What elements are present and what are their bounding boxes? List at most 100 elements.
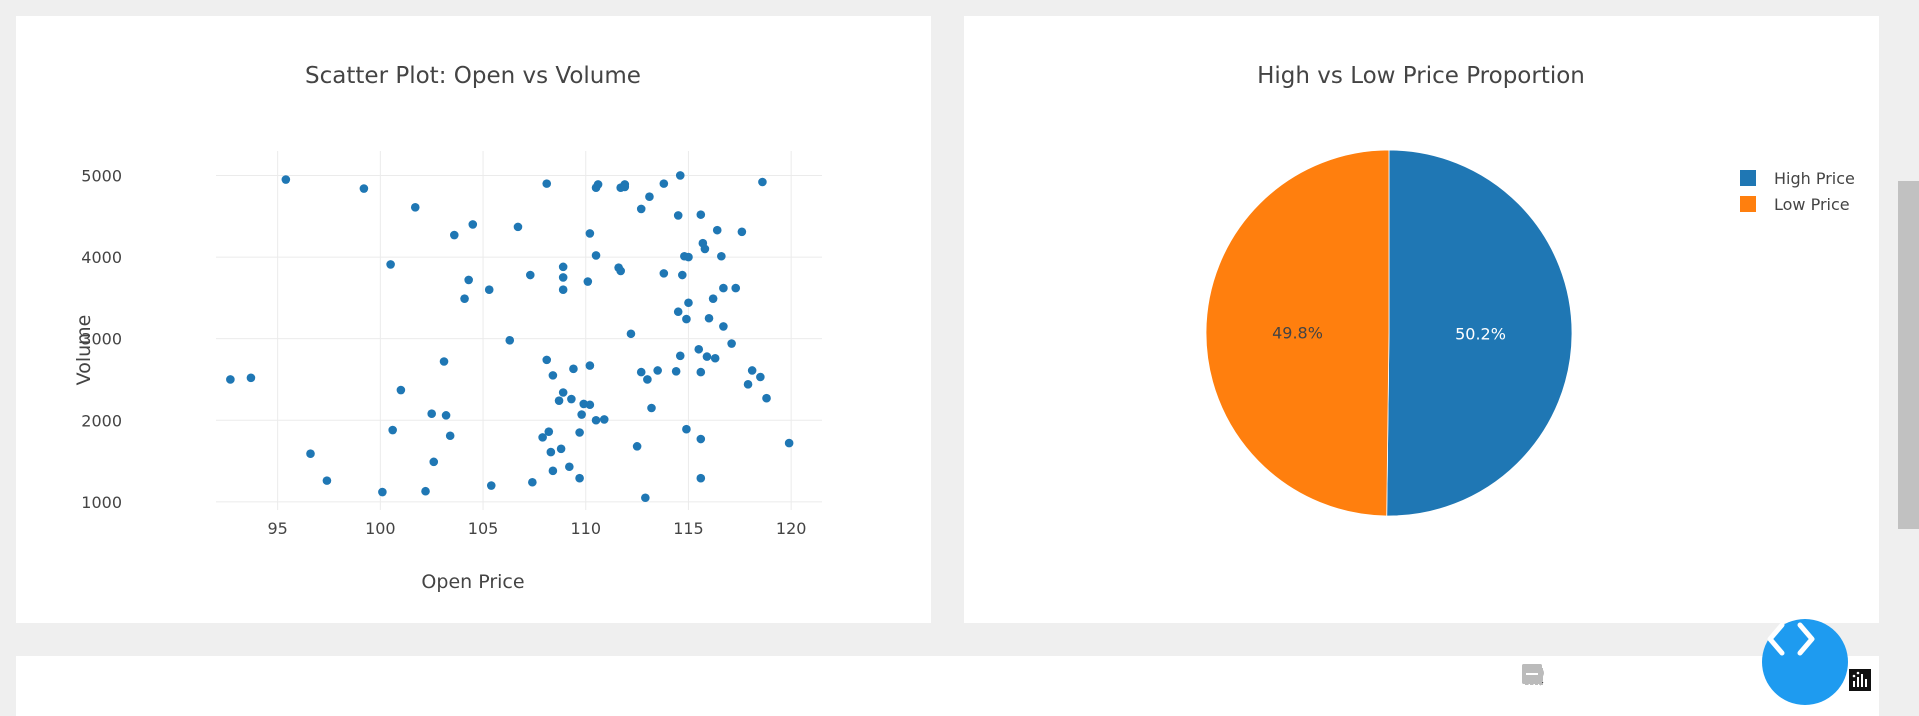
scatter-point[interactable]	[727, 339, 736, 348]
scatter-point[interactable]	[410, 202, 420, 212]
box-select-icon[interactable]	[1523, 664, 1658, 694]
scatter-point[interactable]	[542, 179, 552, 188]
scatter-point[interactable]	[558, 273, 568, 282]
scatter-point[interactable]	[427, 409, 436, 419]
scatter-point[interactable]	[731, 283, 741, 293]
scatter-point[interactable]	[758, 177, 767, 187]
scatter-point[interactable]	[585, 400, 595, 410]
scatter-point[interactable]	[694, 344, 704, 354]
scatter-point[interactable]	[653, 366, 662, 375]
scatter-point[interactable]	[359, 184, 369, 193]
scatter-point[interactable]	[542, 355, 552, 365]
scatter-point[interactable]	[682, 314, 691, 324]
scatter-point[interactable]	[673, 307, 683, 317]
scatter-point[interactable]	[673, 211, 683, 220]
scatter-point[interactable]	[593, 180, 603, 189]
scatter-point[interactable]	[684, 252, 693, 262]
scatter-point[interactable]	[439, 357, 449, 366]
scatter-point[interactable]	[281, 175, 291, 184]
zoom-out-icon[interactable]	[1522, 664, 1766, 694]
scatter-point[interactable]	[585, 361, 595, 370]
legend-swatch[interactable]	[1740, 196, 1756, 212]
scatter-point[interactable]	[620, 182, 630, 192]
scatter-point[interactable]	[449, 230, 459, 240]
scrollbar[interactable]	[1898, 181, 1919, 529]
scatter-point[interactable]	[306, 449, 315, 459]
lasso-icon[interactable]	[1524, 664, 1690, 694]
scatter-point[interactable]	[682, 424, 691, 434]
scatter-point[interactable]	[719, 283, 728, 293]
scatter-point[interactable]	[544, 427, 554, 436]
scatter-point[interactable]	[464, 275, 473, 285]
pie-slice[interactable]	[1205, 149, 1390, 517]
scatter-point[interactable]	[708, 294, 718, 303]
scatter-point[interactable]	[441, 411, 451, 420]
scatter-point[interactable]	[747, 366, 757, 375]
scatter-point[interactable]	[659, 269, 669, 278]
scatter-point[interactable]	[696, 210, 706, 219]
plotly-logo-icon[interactable]	[1849, 669, 1871, 691]
pie-chart[interactable]: High vs Low Price Proportion 50.2%49.8% …	[964, 16, 1879, 623]
scatter-point[interactable]	[717, 251, 726, 261]
scatter-point[interactable]	[548, 371, 558, 380]
legend-swatch[interactable]	[1740, 170, 1756, 186]
scatter-point[interactable]	[626, 329, 636, 339]
scatter-point[interactable]	[513, 222, 523, 232]
scatter-point[interactable]	[569, 364, 578, 374]
scatter-point[interactable]	[599, 415, 609, 424]
scatter-point[interactable]	[675, 351, 685, 361]
scatter-point[interactable]	[378, 487, 387, 497]
zoom-in-icon[interactable]	[1522, 664, 1734, 694]
scatter-point[interactable]	[468, 220, 478, 229]
scatter-point[interactable]	[762, 393, 771, 403]
scatter-point[interactable]	[743, 380, 753, 389]
scatter-point[interactable]	[505, 335, 515, 345]
scatter-point[interactable]	[548, 466, 558, 476]
scatter-point[interactable]	[671, 366, 681, 376]
scatter-point[interactable]	[556, 444, 566, 454]
scatter-point[interactable]	[396, 385, 406, 395]
scatter-point[interactable]	[704, 313, 714, 323]
pie-slice[interactable]	[1386, 149, 1573, 517]
scatter-point[interactable]	[696, 367, 706, 377]
legend-label[interactable]: Low Price	[1774, 195, 1850, 214]
scatter-point[interactable]	[567, 394, 576, 404]
scatter-point[interactable]	[583, 277, 593, 286]
scatter-point[interactable]	[616, 266, 625, 276]
scatter-point[interactable]	[636, 367, 646, 377]
scatter-point[interactable]	[558, 285, 568, 295]
scatter-point[interactable]	[546, 447, 556, 457]
scatter-point[interactable]	[528, 477, 537, 487]
scatter-point[interactable]	[486, 481, 496, 490]
scatter-point[interactable]	[484, 285, 494, 295]
scatter-point[interactable]	[696, 434, 706, 444]
scatter-point[interactable]	[675, 171, 685, 180]
scatter-point[interactable]	[659, 179, 669, 188]
scatter-point[interactable]	[554, 396, 564, 405]
zoom-icon[interactable]	[1522, 664, 1594, 694]
code-toggle-button[interactable]	[1762, 619, 1848, 705]
scatter-point[interactable]	[643, 375, 652, 384]
scatter-point[interactable]	[591, 415, 601, 425]
scatter-point[interactable]	[538, 433, 547, 442]
scatter-point[interactable]	[525, 270, 535, 280]
scatter-point[interactable]	[678, 270, 687, 280]
scatter-point[interactable]	[696, 473, 706, 483]
scatter-chart[interactable]: Scatter Plot: Open vs Volume 95 100 105 110…	[16, 16, 931, 623]
scatter-point[interactable]	[712, 225, 722, 235]
scatter-point[interactable]	[388, 425, 397, 435]
pan-icon[interactable]	[1523, 664, 1626, 694]
scatter-point[interactable]	[460, 294, 469, 303]
scatter-point[interactable]	[710, 353, 720, 363]
scatter-point[interactable]	[577, 410, 586, 419]
scatter-point[interactable]	[429, 457, 439, 467]
scatter-point[interactable]	[558, 262, 568, 272]
scatter-point[interactable]	[684, 298, 693, 308]
scatter-point[interactable]	[226, 375, 235, 384]
scatter-point[interactable]	[565, 462, 574, 472]
scatter-point[interactable]	[641, 493, 650, 503]
scatter-point[interactable]	[737, 227, 747, 237]
scatter-point[interactable]	[445, 431, 455, 441]
scatter-point[interactable]	[322, 476, 332, 485]
scatter-point[interactable]	[647, 403, 656, 413]
